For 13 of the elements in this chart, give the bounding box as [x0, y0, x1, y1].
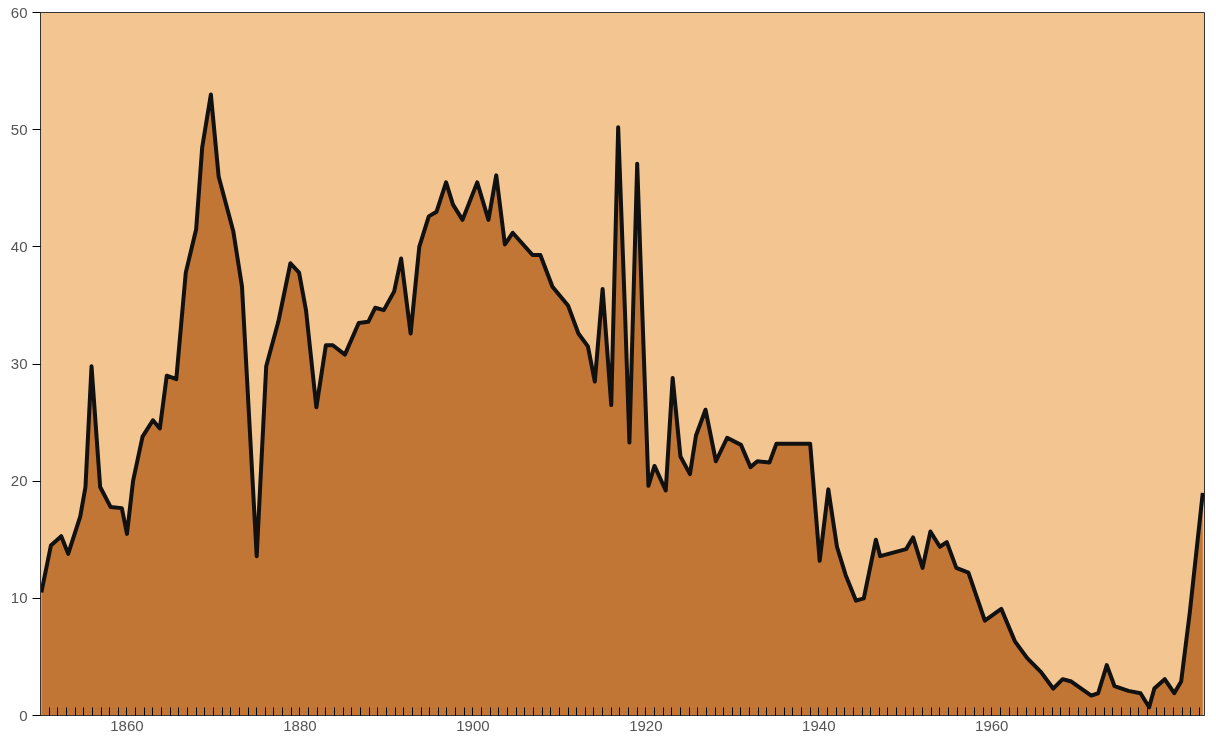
y-tick-label: 30 — [10, 355, 28, 372]
y-tick-label: 20 — [10, 472, 28, 490]
x-tick-label: 1880 — [283, 716, 317, 734]
y-tick-label: 0 — [19, 706, 28, 724]
x-tick-label: 1920 — [629, 716, 663, 734]
x-tick-label: 1860 — [110, 716, 144, 734]
y-tick-label: 60 — [10, 3, 28, 21]
x-tick-label: 1940 — [802, 716, 836, 734]
x-tick-label: 1900 — [456, 716, 490, 734]
y-tick-label: 50 — [10, 120, 28, 138]
y-tick-label: 10 — [10, 589, 28, 607]
x-tick-label: 1960 — [975, 716, 1009, 734]
y-tick-label: 40 — [10, 237, 28, 255]
